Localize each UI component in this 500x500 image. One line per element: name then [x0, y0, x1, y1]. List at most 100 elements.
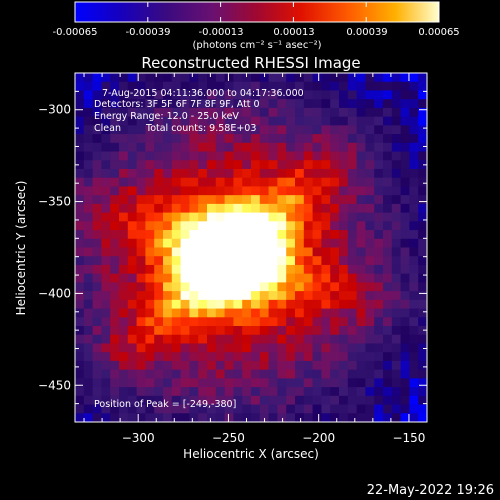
heatmap-cell [251, 247, 261, 257]
heatmap-cell [101, 177, 111, 188]
heatmap-cell [171, 212, 182, 222]
heatmap-cell [303, 142, 314, 153]
heatmap-cell [365, 238, 375, 249]
heatmap-cell [374, 99, 384, 109]
heatmap-cell [154, 90, 164, 100]
heatmap-cell [215, 308, 226, 318]
heatmap-cell [101, 81, 111, 92]
heatmap-cell [92, 125, 102, 135]
heatmap-cell [365, 168, 375, 179]
heatmap-cell [409, 81, 419, 92]
heatmap-cell [180, 168, 190, 179]
heatmap-cell [356, 256, 366, 266]
heatmap-cell [163, 168, 173, 179]
heatmap-cell [101, 90, 111, 100]
heatmap-cell [180, 238, 190, 249]
heatmap-cell [321, 326, 331, 336]
heatmap-cell [374, 352, 384, 362]
heatmap-cell [215, 90, 226, 100]
heatmap-cell [303, 360, 314, 371]
heatmap-cell [101, 107, 111, 118]
heatmap-cell [127, 134, 138, 144]
heatmap-cell [374, 160, 384, 170]
heatmap-cell [400, 212, 410, 222]
heatmap-cell [101, 317, 111, 327]
heatmap-cell [330, 282, 340, 292]
heatmap-cell [418, 107, 427, 118]
heatmap-cell [383, 142, 393, 153]
heatmap-cell [312, 334, 322, 345]
heatmap-cell [391, 334, 402, 345]
heatmap-cell [110, 186, 120, 196]
heatmap-cell [101, 99, 111, 109]
heatmap-cell [207, 186, 217, 196]
heatmap-cell [400, 73, 410, 83]
heatmap-cell [119, 142, 129, 153]
heatmap-cell [259, 90, 270, 100]
heatmap-cell [127, 360, 138, 371]
heatmap-cell [339, 273, 349, 283]
heatmap-cell [207, 177, 217, 188]
heatmap-cell [171, 99, 182, 109]
heatmap-cell [180, 186, 190, 196]
heatmap-cell [268, 352, 278, 362]
heatmap-cell [321, 395, 331, 406]
heatmap-cell [83, 125, 94, 135]
heatmap-cell [277, 413, 287, 422]
heatmap-cell [110, 230, 120, 240]
heatmap-cell [321, 107, 331, 118]
heatmap-cell [339, 238, 349, 249]
heatmap-cell [268, 317, 278, 327]
heatmap-cell [198, 125, 208, 135]
heatmap-cell [409, 352, 419, 362]
heatmap-cell [268, 212, 278, 222]
heatmap-cell [145, 299, 155, 310]
heatmap-cell [110, 326, 120, 336]
heatmap-cell [215, 256, 226, 266]
heatmap-cell [101, 238, 111, 249]
heatmap-cell [312, 308, 322, 318]
heatmap-cell [400, 264, 410, 275]
heatmap-cell [356, 134, 366, 144]
heatmap-cell [295, 99, 305, 109]
heatmap-cell [321, 378, 331, 388]
heatmap-cell [251, 282, 261, 292]
heatmap-cell [171, 264, 182, 275]
heatmap-cell [119, 282, 129, 292]
heatmap-cell [145, 151, 155, 161]
heatmap-cell [259, 378, 270, 388]
heatmap-cell [101, 116, 111, 126]
heatmap-cell [224, 160, 234, 170]
heatmap-cell [75, 256, 85, 266]
heatmap-cell [242, 73, 252, 83]
heatmap-cell [110, 395, 120, 406]
heatmap-cell [110, 142, 120, 153]
heatmap-cell [295, 326, 305, 336]
heatmap-cell [330, 273, 340, 283]
heatmap-cell [391, 291, 402, 301]
heatmap-cell [163, 90, 173, 100]
heatmap-cell [321, 125, 331, 135]
heatmap-cell [321, 343, 331, 353]
heatmap-cell [356, 151, 366, 161]
heatmap-cell [286, 177, 296, 188]
heatmap-cell [383, 168, 393, 179]
y-tick-label: −450 [38, 378, 71, 392]
heatmap-cell [383, 151, 393, 161]
heatmap-cell [251, 317, 261, 327]
heatmap-cell [180, 264, 190, 275]
heatmap-cell [215, 247, 226, 257]
heatmap-cell [391, 308, 402, 318]
heatmap-cell [119, 395, 129, 406]
heatmap-cell [101, 125, 111, 135]
heatmap-cell [233, 378, 243, 388]
heatmap-cell [75, 160, 85, 170]
heatmap-cell [119, 203, 129, 214]
heatmap-cell [391, 352, 402, 362]
heatmap-cell [92, 230, 102, 240]
heatmap-cell [295, 73, 305, 83]
heatmap-cell [215, 195, 226, 205]
heatmap-cell [383, 352, 393, 362]
heatmap-cell [356, 273, 366, 283]
heatmap-cell [418, 90, 427, 100]
